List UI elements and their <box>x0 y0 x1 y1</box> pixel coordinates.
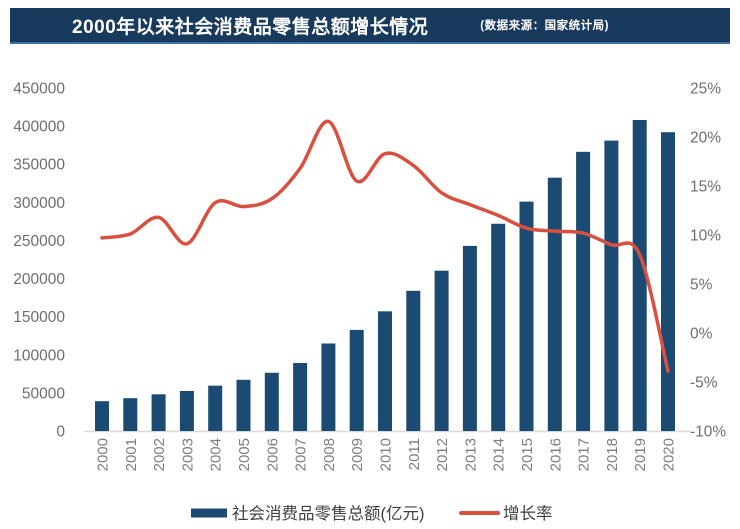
bar-2007 <box>293 363 308 431</box>
bar-2013 <box>462 245 477 431</box>
x-axis-label: 2000 <box>95 438 112 471</box>
right-axis-label: 20% <box>690 130 721 147</box>
right-axis-label: 5% <box>690 277 713 294</box>
right-axis-label: 25% <box>690 81 721 98</box>
growth-rate-line <box>100 119 670 373</box>
left-axis-label: 150000 <box>13 309 65 326</box>
left-axis-label: 50000 <box>22 385 65 402</box>
right-axis-label: -10% <box>690 424 726 441</box>
bar-2003 <box>179 390 194 431</box>
right-axis-label: -5% <box>690 375 718 392</box>
right-axis-label: 10% <box>690 228 721 245</box>
bar-2015 <box>519 201 534 431</box>
bar-2012 <box>434 270 449 431</box>
right-axis-label: 0% <box>690 326 713 343</box>
chart-title-bar: 2000年以来社会消费品零售总额增长情况 (数据来源：国家统计局) <box>10 8 730 44</box>
bar-2017 <box>576 151 591 431</box>
left-axis-label: 200000 <box>13 271 65 288</box>
x-axis-label: 2015 <box>519 438 536 471</box>
x-axis-label: 2008 <box>321 438 338 471</box>
left-axis-label: 100000 <box>13 347 65 364</box>
x-axis-label: 2013 <box>462 438 479 471</box>
bar-2016 <box>547 177 562 431</box>
x-axis-label: 2010 <box>378 438 395 471</box>
bar-2000 <box>95 401 109 431</box>
x-axis-label: 2019 <box>632 438 649 471</box>
bar-2019 <box>632 120 647 432</box>
x-axis-label: 2012 <box>434 438 451 471</box>
x-axis-label: 2018 <box>604 438 621 471</box>
x-axis-label: 2017 <box>576 438 593 471</box>
x-axis-label: 2006 <box>264 438 281 471</box>
legend-bar-label: 社会消费品零售总额(亿元) <box>232 504 425 523</box>
bar-2011 <box>406 290 421 431</box>
left-axis-label: 350000 <box>13 157 65 174</box>
bar-2001 <box>123 398 138 431</box>
bar-2014 <box>491 223 506 431</box>
x-axis-label: 2002 <box>151 438 168 471</box>
bar-2009 <box>349 329 364 431</box>
bar-2008 <box>321 343 336 431</box>
bar-2006 <box>264 372 279 431</box>
legend-line-label: 增长率 <box>503 504 553 523</box>
x-axis-label: 2001 <box>123 438 140 471</box>
x-axis-label: 2009 <box>349 438 366 471</box>
left-axis-label: 300000 <box>13 195 65 212</box>
left-axis-label: 0 <box>56 424 65 441</box>
chart-title: 2000年以来社会消费品零售总额增长情况 <box>72 16 429 38</box>
x-axis-label: 2016 <box>547 438 564 471</box>
legend-bar-swatch <box>191 508 227 518</box>
bar-2005 <box>236 379 251 431</box>
x-axis-label: 2011 <box>406 438 423 470</box>
left-axis-label: 450000 <box>13 81 65 98</box>
x-axis-label: 2007 <box>293 438 310 471</box>
x-axis-label: 2014 <box>491 438 508 471</box>
bar-2002 <box>151 394 166 431</box>
data-source-note: (数据来源：国家统计局) <box>480 20 609 32</box>
bar-2010 <box>378 311 392 431</box>
left-axis-label: 400000 <box>13 119 65 136</box>
bar-2020 <box>661 132 675 431</box>
x-axis-label: 2004 <box>208 438 225 471</box>
x-axis-label: 2003 <box>179 438 196 471</box>
x-axis-label: 2020 <box>661 438 678 471</box>
bar-2018 <box>604 140 619 431</box>
bar-2004 <box>208 385 223 431</box>
x-axis-label: 2005 <box>236 438 253 471</box>
left-axis-label: 250000 <box>13 233 65 250</box>
right-axis-label: 15% <box>690 179 721 196</box>
